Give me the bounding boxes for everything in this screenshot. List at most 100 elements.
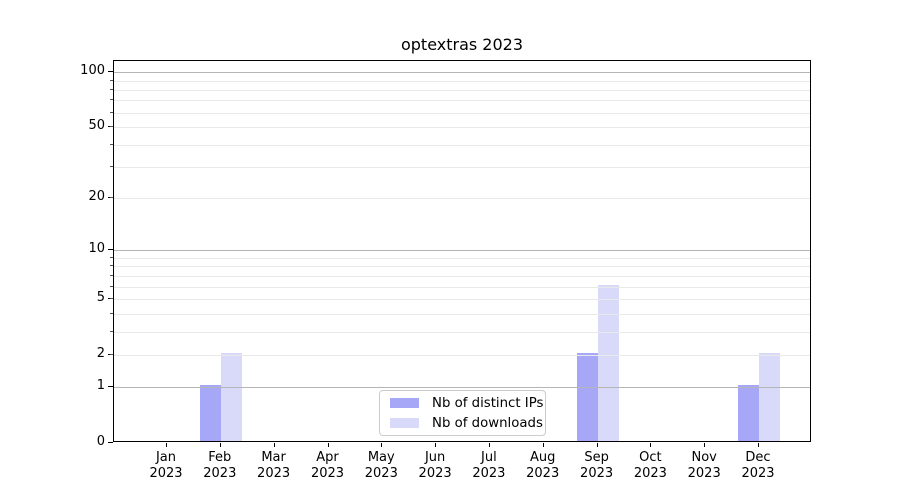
gridline-minor-4: [114, 313, 810, 315]
x-label-year: 2023: [633, 466, 667, 481]
y-minor-tick-8: [110, 265, 113, 267]
x-label-year: 2023: [580, 466, 614, 481]
x-tick-apr: [327, 443, 329, 447]
x-label-month: Jan: [155, 450, 177, 465]
y-minor-tick-20: [110, 197, 113, 199]
x-tick-dec: [758, 443, 759, 447]
x-tick-label-dec: Dec 2023: [726, 450, 790, 482]
gridline-minor-20: [114, 198, 810, 200]
bar-nb-of-downloads-sep: [597, 284, 619, 441]
gridlines-layer: [114, 61, 810, 441]
bars-layer: [114, 61, 810, 441]
x-label-year: 2023: [310, 466, 345, 481]
bar-nb-of-downloads-feb: [220, 352, 242, 441]
x-label-month: Jul: [481, 450, 497, 465]
x-tick-label-mar: Mar 2023: [242, 450, 306, 482]
legend-swatch: [390, 398, 419, 408]
gridline-major-1: [114, 387, 810, 389]
x-label-year: 2023: [687, 466, 721, 481]
y-minor-tick-5: [110, 298, 113, 299]
y-minor-tick-30: [110, 166, 113, 167]
gridline-minor-6: [114, 286, 810, 288]
y-tick-label-1: 1: [96, 378, 105, 394]
x-label-year: 2023: [203, 466, 237, 481]
x-label-month: Dec: [745, 450, 771, 465]
x-tick-label-oct: Oct 2023: [618, 450, 682, 482]
legend-label: Nb of distinct IPs: [432, 395, 544, 411]
bar-nb-of-distinct-ips-feb: [199, 385, 221, 441]
gridline-minor-50: [114, 127, 810, 128]
legend-item-nb-of-downloads: Nb of downloads: [390, 416, 545, 431]
bar-nb-of-downloads-dec: [759, 352, 781, 441]
x-tick-jun: [435, 443, 437, 447]
y-minor-tick-3: [110, 330, 113, 332]
x-label-month: Feb: [208, 450, 232, 465]
legend-swatch: [390, 418, 419, 428]
gridline-minor-30: [114, 167, 810, 168]
x-label-year: 2023: [526, 466, 560, 481]
x-tick-label-jun: Jun 2023: [403, 450, 467, 482]
x-label-year: 2023: [418, 466, 452, 481]
x-label-year: 2023: [741, 466, 775, 481]
y-minor-tick-70: [110, 99, 113, 101]
x-tick-label-jan: Jan 2023: [134, 450, 198, 482]
bar-nb-of-distinct-ips-sep: [576, 352, 598, 441]
gridline-minor-90: [114, 80, 810, 82]
y-minor-tick-9: [110, 257, 113, 258]
y-tick-label-2: 2: [96, 345, 105, 361]
y-minor-tick-60: [110, 111, 113, 113]
x-tick-label-may: May 2023: [349, 450, 413, 482]
x-label-month: Jun: [424, 450, 446, 465]
gridline-minor-2: [114, 354, 810, 356]
gridline-minor-7: [114, 275, 810, 277]
gridline-minor-70: [114, 100, 810, 102]
gridline-major-10: [114, 250, 810, 252]
y-minor-tick-7: [110, 274, 113, 276]
x-tick-feb: [219, 443, 221, 447]
gridline-minor-8: [114, 266, 810, 268]
gridline-minor-9: [114, 258, 810, 259]
y-tick-1: [108, 386, 113, 388]
y-tick-10: [108, 249, 113, 251]
y-minor-tick-50: [110, 126, 113, 127]
legend-label: Nb of downloads: [432, 415, 543, 431]
bar-nb-of-distinct-ips-dec: [738, 385, 760, 441]
y-tick-label-0: 0: [96, 434, 105, 449]
x-label-month: Aug: [529, 450, 556, 465]
x-label-year: 2023: [257, 466, 291, 481]
x-label-month: Sep: [584, 450, 609, 465]
gridline-minor-3: [114, 331, 810, 333]
x-tick-label-nov: Nov 2023: [672, 450, 736, 482]
y-minor-tick-2: [110, 353, 113, 355]
x-tick-mar: [273, 443, 275, 447]
y-tick-label-50: 50: [88, 118, 105, 133]
gridline-major-100: [114, 72, 810, 74]
x-tick-label-jul: Jul 2023: [457, 450, 521, 482]
y-minor-tick-6: [110, 285, 113, 287]
y-minor-tick-4: [110, 312, 113, 314]
x-label-year: 2023: [149, 466, 183, 481]
x-label-year: 2023: [472, 466, 506, 481]
x-label-month: Oct: [639, 450, 662, 465]
x-tick-sep: [596, 443, 598, 447]
y-tick-label-100: 100: [80, 63, 105, 79]
x-tick-label-apr: Apr 2023: [296, 450, 360, 482]
x-tick-label-sep: Sep 2023: [565, 450, 629, 482]
x-label-month: May: [367, 450, 395, 465]
y-minor-tick-80: [110, 88, 113, 90]
y-tick-label-5: 5: [96, 290, 105, 305]
x-tick-nov: [704, 443, 706, 447]
chart-title: optextras 2023: [400, 35, 524, 54]
gridline-minor-40: [114, 144, 810, 146]
x-tick-may: [381, 443, 383, 447]
x-label-month: Nov: [691, 450, 717, 465]
gridline-minor-5: [114, 299, 810, 300]
gridline-minor-60: [114, 112, 810, 114]
plot-area: Nb of distinct IPs Nb of downloads: [113, 60, 811, 442]
x-tick-aug: [542, 443, 544, 447]
x-tick-label-aug: Aug 2023: [511, 450, 575, 482]
y-minor-tick-40: [110, 143, 113, 145]
x-label-year: 2023: [364, 466, 398, 481]
y-tick-label-10: 10: [88, 241, 105, 257]
